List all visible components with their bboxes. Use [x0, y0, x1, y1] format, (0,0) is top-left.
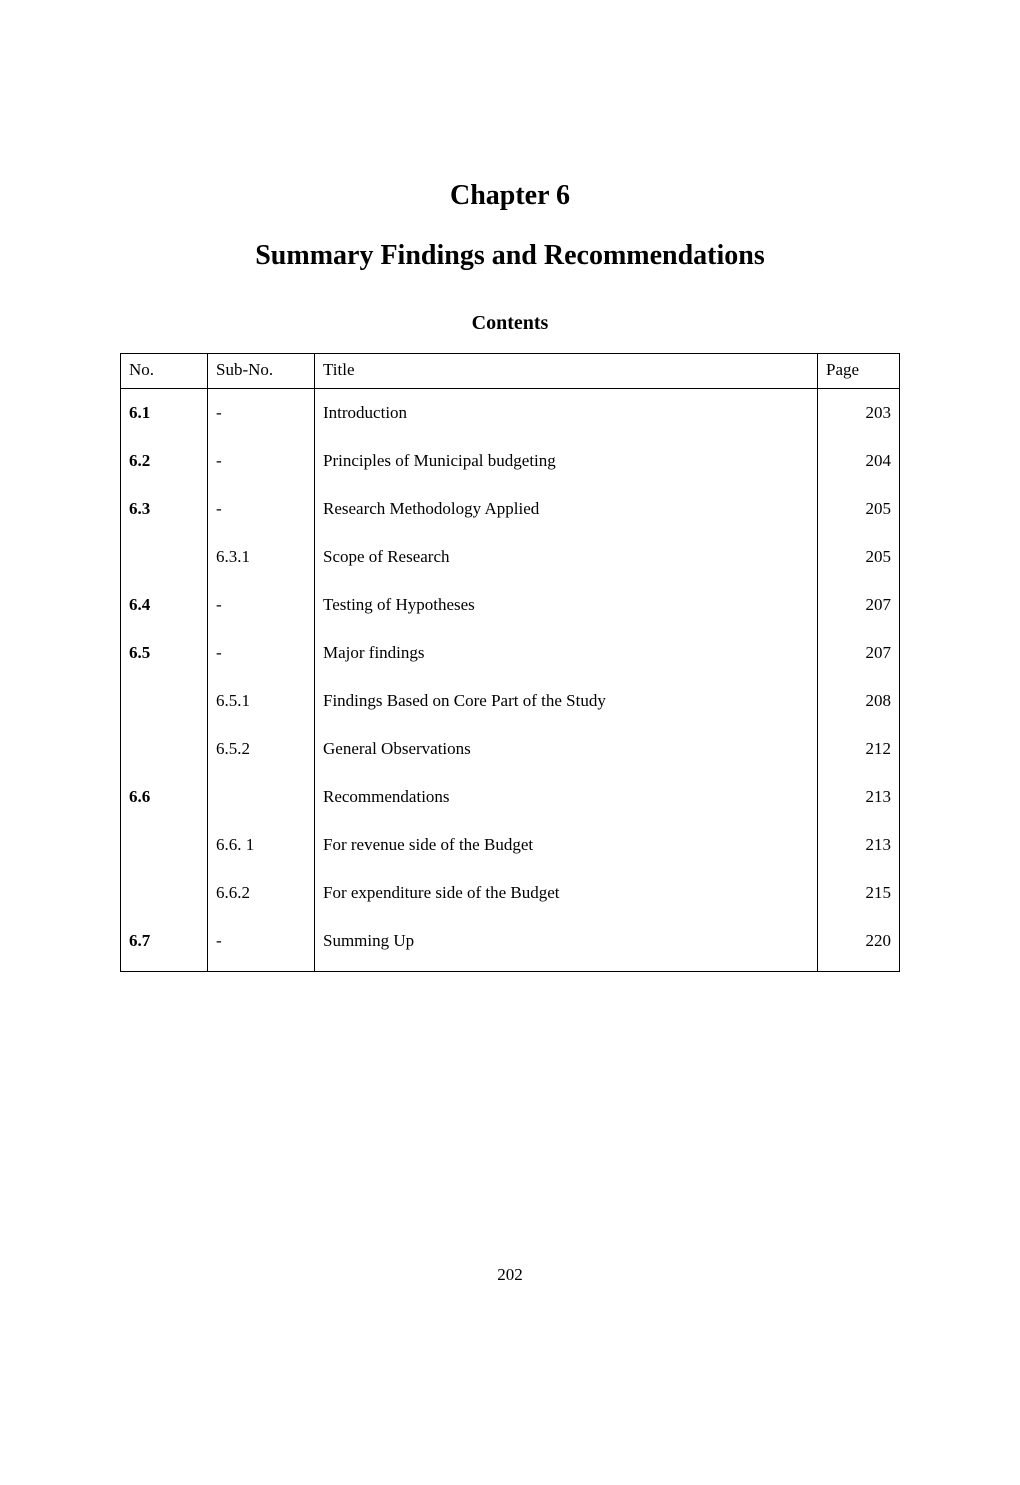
cell-no	[121, 821, 208, 869]
cell-no: 6.1	[121, 389, 208, 438]
table-header-row: No. Sub-No. Title Page	[121, 354, 900, 389]
cell-no: 6.4	[121, 581, 208, 629]
cell-no: 6.2	[121, 437, 208, 485]
cell-title: General Observations	[315, 725, 818, 773]
cell-page: 213	[818, 821, 900, 869]
cell-title: Scope of Research	[315, 533, 818, 581]
table-row: 6.3-Research Methodology Applied205	[121, 485, 900, 533]
cell-title: Research Methodology Applied	[315, 485, 818, 533]
cell-no	[121, 725, 208, 773]
cell-sub: 6.3.1	[208, 533, 315, 581]
cell-sub: 6.5.2	[208, 725, 315, 773]
cell-title: Introduction	[315, 389, 818, 438]
cell-no: 6.3	[121, 485, 208, 533]
cell-title: Major findings	[315, 629, 818, 677]
table-row: 6.5-Major findings207	[121, 629, 900, 677]
cell-no: 6.5	[121, 629, 208, 677]
cell-page: 212	[818, 725, 900, 773]
table-row: 6.5.2General Observations212	[121, 725, 900, 773]
cell-page: 213	[818, 773, 900, 821]
cell-title: Testing of Hypotheses	[315, 581, 818, 629]
chapter-label: Chapter 6	[120, 180, 900, 212]
cell-page: 204	[818, 437, 900, 485]
table-row: 6.1-Introduction203	[121, 389, 900, 438]
page-number: 202	[0, 1265, 1020, 1285]
cell-title: Summing Up	[315, 917, 818, 972]
table-row: 6.6 Recommendations213	[121, 773, 900, 821]
cell-sub: 6.5.1	[208, 677, 315, 725]
header-sub: Sub-No.	[208, 354, 315, 389]
cell-title: For revenue side of the Budget	[315, 821, 818, 869]
table-row: 6.5.1Findings Based on Core Part of the …	[121, 677, 900, 725]
cell-title: Principles of Municipal budgeting	[315, 437, 818, 485]
header-page: Page	[818, 354, 900, 389]
cell-no	[121, 869, 208, 917]
cell-page: 205	[818, 485, 900, 533]
header-title: Title	[315, 354, 818, 389]
cell-page: 205	[818, 533, 900, 581]
page-container: Chapter 6 Summary Findings and Recommend…	[0, 0, 1020, 972]
cell-no: 6.7	[121, 917, 208, 972]
table-row: 6.3.1Scope of Research205	[121, 533, 900, 581]
cell-page: 215	[818, 869, 900, 917]
cell-no	[121, 533, 208, 581]
table-body: 6.1-Introduction2036.2-Principles of Mun…	[121, 389, 900, 972]
cell-title: Findings Based on Core Part of the Study	[315, 677, 818, 725]
cell-no	[121, 677, 208, 725]
cell-page: 208	[818, 677, 900, 725]
table-row: 6.6.2For expenditure side of the Budget2…	[121, 869, 900, 917]
cell-page: 207	[818, 629, 900, 677]
table-row: 6.6. 1For revenue side of the Budget213	[121, 821, 900, 869]
main-title: Summary Findings and Recommendations	[120, 240, 900, 272]
cell-sub: -	[208, 389, 315, 438]
table-row: 6.2-Principles of Municipal budgeting204	[121, 437, 900, 485]
cell-sub: -	[208, 485, 315, 533]
cell-sub: -	[208, 581, 315, 629]
contents-table: No. Sub-No. Title Page 6.1-Introduction2…	[120, 353, 900, 972]
cell-page: 203	[818, 389, 900, 438]
contents-label: Contents	[120, 312, 900, 335]
cell-title: For expenditure side of the Budget	[315, 869, 818, 917]
cell-sub: -	[208, 917, 315, 972]
cell-sub: -	[208, 629, 315, 677]
table-row: 6.7-Summing Up220	[121, 917, 900, 972]
cell-sub: -	[208, 437, 315, 485]
cell-title: Recommendations	[315, 773, 818, 821]
cell-page: 207	[818, 581, 900, 629]
header-no: No.	[121, 354, 208, 389]
cell-sub: 6.6.2	[208, 869, 315, 917]
cell-sub	[208, 773, 315, 821]
cell-sub: 6.6. 1	[208, 821, 315, 869]
cell-page: 220	[818, 917, 900, 972]
cell-no: 6.6	[121, 773, 208, 821]
table-row: 6.4-Testing of Hypotheses207	[121, 581, 900, 629]
